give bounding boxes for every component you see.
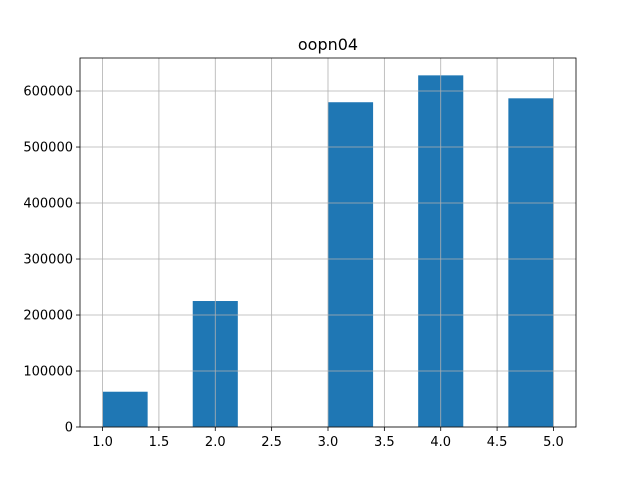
x-tick-label: 3.0: [318, 435, 339, 450]
histogram-bar: [102, 391, 148, 427]
x-tick-label: 1.5: [149, 435, 170, 450]
x-tick-label: 4.5: [487, 435, 508, 450]
histogram-bar: [508, 98, 554, 428]
x-tick-label: 3.5: [374, 435, 395, 450]
ticks: 1.0 1.5 2.0 2.5 3.0 3.5 4.0 4.5 5.0 0 100000 200000…: [23, 85, 563, 450]
x-tick-label: 2.0: [205, 435, 226, 450]
chart-title: oopn04: [298, 35, 358, 54]
grid-lines: [80, 58, 576, 428]
x-tick-label: 5.0: [543, 435, 564, 450]
y-tick-label: 500000: [23, 141, 73, 156]
y-tick-label: 100000: [23, 365, 73, 380]
y-tick-label: 0: [65, 421, 73, 436]
y-tick-label: 600000: [23, 85, 73, 100]
x-tick-label: 4.0: [430, 435, 451, 450]
y-tick-label: 300000: [23, 253, 73, 268]
y-tick-label: 400000: [23, 197, 73, 212]
histogram-bar: [328, 102, 374, 428]
x-tick-label: 1.0: [92, 435, 113, 450]
x-tick-label: 2.5: [261, 435, 282, 450]
y-tick-label: 200000: [23, 309, 73, 324]
